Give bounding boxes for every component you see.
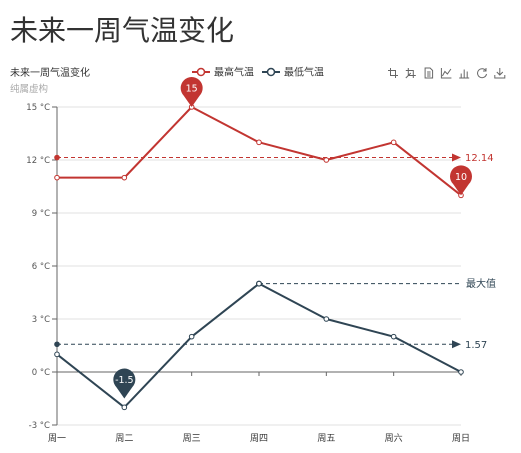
legend-circle-icon — [196, 67, 206, 77]
bar-chart-icon[interactable] — [457, 66, 472, 81]
x-tick-label: 周一 — [48, 433, 66, 444]
x-tick-label: 周三 — [183, 433, 201, 444]
restore-icon-glyph — [477, 68, 487, 79]
legend-label: 最高气温 — [214, 66, 254, 79]
y-tick-label: -3 °C — [29, 421, 50, 431]
x-tick-label: 周二 — [115, 433, 133, 444]
restore-icon[interactable] — [475, 66, 490, 81]
average-mark-line-label: 1.57 — [465, 340, 487, 351]
mark-line-start-dot — [54, 341, 60, 348]
data-point[interactable] — [256, 139, 262, 146]
legend-item[interactable]: 最低气温 — [262, 66, 324, 79]
data-view-icon-glyph — [424, 67, 434, 79]
series — [56, 106, 462, 409]
line-chart-icon-glyph — [440, 68, 452, 79]
mark-point-label: -1.5 — [115, 375, 134, 386]
mark-lines: 12.14 1.57 最大值 — [54, 153, 496, 351]
mark-point-label: 10 — [455, 172, 467, 183]
chart-title: 未来一周气温变化 — [10, 66, 90, 79]
y-tick-label: 3 °C — [32, 315, 50, 325]
mark-point[interactable]: -1.5 — [113, 368, 136, 399]
mark-points: 15 10 -1.5 — [113, 77, 472, 399]
x-tick-label: 周日 — [452, 433, 470, 444]
mark-point[interactable]: 10 — [450, 165, 472, 196]
pin-icon — [450, 165, 472, 196]
zoom-reset-icon-glyph — [405, 68, 416, 79]
max-mark-line-label: 最大值 — [466, 277, 496, 290]
line-chart-icon[interactable] — [439, 66, 454, 81]
data-points — [54, 104, 464, 411]
data-point[interactable] — [54, 174, 60, 181]
y-tick-label: 6 °C — [32, 262, 50, 272]
y-tick-label: 12 °C — [26, 156, 50, 166]
y-tick-label: 0 °C — [32, 368, 50, 378]
y-tick-label: 15 °C — [26, 103, 50, 113]
bar-chart-icon-glyph — [459, 69, 470, 79]
zoom-reset-icon[interactable] — [403, 66, 418, 81]
data-point[interactable] — [323, 316, 330, 322]
download-icon-glyph — [494, 68, 506, 79]
page-title: 未来一周气温变化 — [10, 14, 235, 47]
zoom-icon-glyph — [388, 68, 398, 78]
chart-subtitle: 纯属虚构 — [10, 83, 48, 95]
pin-icon — [180, 77, 203, 107]
y-tick-label: 9 °C — [32, 209, 50, 219]
toolbox — [386, 66, 507, 81]
x-tick-label: 周五 — [317, 433, 335, 444]
zoom-icon-hit-area[interactable] — [386, 66, 401, 81]
data-point[interactable] — [188, 333, 195, 340]
data-point[interactable] — [323, 157, 330, 163]
legend-item[interactable]: 最高气温 — [192, 66, 254, 79]
data-point[interactable] — [54, 351, 60, 358]
restore-icon-hit-area[interactable] — [475, 66, 490, 81]
data-point[interactable] — [121, 404, 128, 411]
data-point[interactable] — [390, 333, 397, 340]
data-point[interactable] — [390, 139, 397, 146]
legend-label: 最低气温 — [284, 66, 324, 79]
mark-point[interactable]: 15 — [180, 77, 203, 107]
data-view-icon[interactable] — [421, 66, 436, 81]
x-tick-label: 周四 — [250, 433, 268, 444]
pin-icon — [113, 368, 136, 399]
download-icon[interactable] — [492, 66, 507, 81]
axes: -3 °C 0 °C 3 °C 6 °C 9 °C 12 °C 15 °C 周一 周二 周三 周四 周… — [26, 103, 470, 444]
zoom-icon[interactable] — [386, 66, 401, 81]
legend-circle-icon — [266, 67, 276, 77]
average-mark-line-label: 12.14 — [465, 153, 494, 164]
mark-line-start-dot — [54, 154, 60, 161]
data-point[interactable] — [121, 174, 128, 181]
data-point[interactable] — [458, 369, 464, 375]
mark-point-label: 15 — [186, 84, 198, 95]
mark-line-arrow-icon — [452, 340, 461, 349]
x-tick-label: 周六 — [385, 432, 403, 444]
legend: 最高气温 最低气温 — [192, 66, 324, 79]
data-point[interactable] — [256, 280, 262, 287]
mark-line-arrow-icon — [452, 153, 461, 162]
series-line — [57, 106, 462, 197]
